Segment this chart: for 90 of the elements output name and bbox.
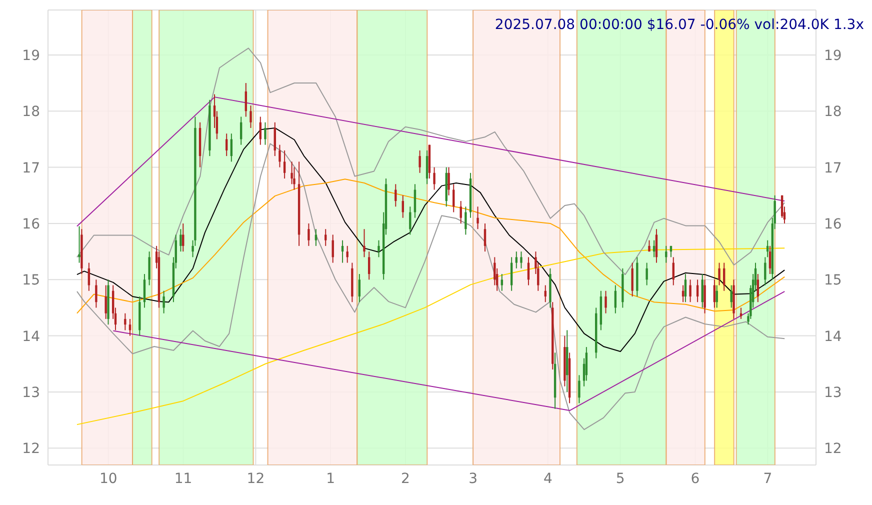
candlestick [604,290,607,314]
line-series [76,143,786,430]
candlestick [128,318,132,336]
candlestick [544,284,546,303]
candlestick [701,274,704,308]
candlestick [682,284,684,303]
candlestick [448,166,450,196]
candlestick [689,279,692,303]
candlestick [346,245,348,264]
candlestick [646,262,648,286]
candlestick [182,222,184,252]
x-tick-label: 2 [400,470,410,487]
candlestick [104,284,107,320]
candlestick [764,256,766,286]
candlestick [225,133,228,157]
y-tick-label: 16 [22,216,40,232]
candlestick [314,228,318,246]
text: 2025.07.08 00:00:00 $16.07 -0.06% vol:204.0K 1.3x [494,17,864,33]
candlestick [484,222,486,252]
candlestick [363,228,366,258]
candlestick [324,228,327,246]
y-tick-label: 15 [22,272,40,289]
candlestick [631,262,634,297]
candlestick [696,279,699,303]
candlestick [464,206,467,236]
candlestick [718,262,720,286]
candlestick [244,82,248,118]
candlestick [684,274,687,303]
x-tick-label: 4 [543,470,552,487]
y2-tick-label: 19 [824,48,842,64]
x-tick-label: 1 [326,470,336,487]
candlestick [394,184,397,208]
candlestick [766,240,769,258]
candlestick [655,228,658,264]
candlestick [578,374,580,404]
candlestick [250,104,252,128]
candlestick [515,251,518,269]
candlestick [143,274,146,308]
candlestick [768,245,772,275]
line-series [76,48,786,276]
candlestick [476,206,479,230]
y2-tick-label: 16 [824,216,842,232]
candlestick [283,150,286,180]
y2-tick-label: 14 [824,328,842,345]
candlestick [713,279,716,308]
candlestick [756,274,760,303]
candlestick [264,122,266,146]
x-tick-label: 6 [690,470,700,487]
y-tick-label: 13 [22,384,40,401]
y2-tick-label: 15 [824,272,842,289]
candlestick [180,228,182,252]
candlestick [358,274,361,303]
candlestick [124,312,126,331]
candlestick [278,144,281,168]
candlestick [368,251,370,280]
candlestick [500,274,504,292]
candlestick [148,251,150,286]
candlestick [95,279,98,308]
candlestick [418,150,421,174]
candlestick [162,290,165,314]
x-tick-label: 11 [174,470,192,487]
y2-tick-label: 12 [824,441,842,458]
candlestick [378,240,380,258]
candlestick [652,240,656,258]
candlestick [460,200,462,224]
y-tick-label: 12 [22,441,40,458]
candlestick [426,150,428,185]
y-tick-label: 14 [22,328,40,345]
y-tick-label: 18 [22,104,40,120]
x-tick-label: 10 [99,470,118,487]
candlestick [308,222,310,246]
x-tick-label: 5 [616,470,625,487]
candlestick [704,279,706,314]
candlestick [409,206,412,236]
y-tick-label: 19 [22,48,40,64]
x-tick-label: 3 [468,470,478,487]
candlestick [433,166,436,190]
y-tick-label: 17 [22,160,40,176]
candlestick [230,133,233,162]
y2-tick-label: 18 [824,104,842,120]
x-tick-label: 12 [246,470,265,487]
y2-tick-label: 17 [824,160,842,176]
line-series [76,178,786,314]
x-tick-label: 7 [763,470,772,487]
candlestick [78,226,80,264]
candlestick [341,240,344,264]
y2-tick-label: 13 [824,384,842,401]
candlestick [520,251,522,269]
candlestick [665,245,668,264]
candlestick [274,122,276,157]
